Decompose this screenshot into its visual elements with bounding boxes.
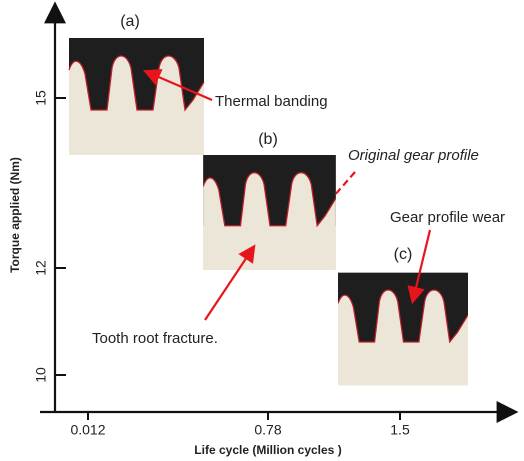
gear-photo <box>338 272 468 386</box>
annotation: Tooth root fracture. <box>92 330 218 347</box>
panel-label: (c) <box>394 246 413 263</box>
annotation-arrow <box>142 69 213 102</box>
panel-label: (a) <box>120 13 140 30</box>
y-tick-label: 12 <box>33 260 49 276</box>
x-tick-label: 1.5 <box>390 422 410 438</box>
y-axis-label: Torque applied (Nm) <box>8 157 22 273</box>
y-tick-label: 15 <box>33 90 49 106</box>
annotation-arrow <box>204 244 256 321</box>
x-tick-label: 0.012 <box>70 422 105 438</box>
annotation-arrow <box>333 171 356 197</box>
x-axis-label: Life cycle (Million cycles ) <box>194 443 341 457</box>
panel-label: (b) <box>258 131 278 148</box>
gear-photo <box>68 38 205 155</box>
annotation: Original gear profile <box>348 147 479 164</box>
annotation: Thermal banding <box>215 93 328 110</box>
x-tick-label: 0.78 <box>254 422 281 438</box>
annotation: Gear profile wear <box>390 209 505 226</box>
annotation-arrow <box>407 229 432 305</box>
gear-photo <box>203 155 336 270</box>
y-tick-label: 10 <box>33 367 49 383</box>
